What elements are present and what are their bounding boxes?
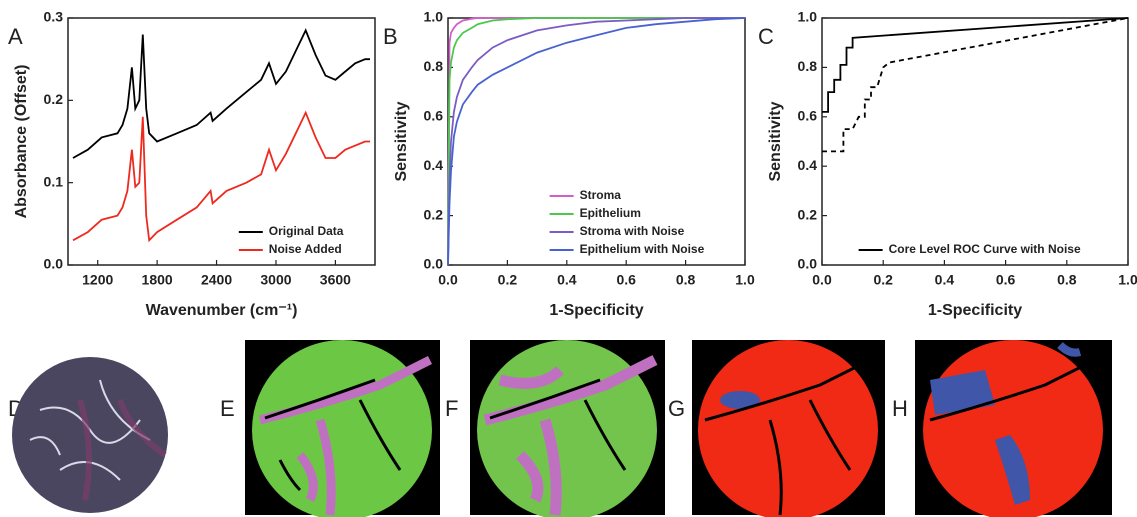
data-line	[822, 17, 1129, 113]
y-tick-label: 1.0	[798, 9, 818, 25]
x-tick-label: 1200	[82, 272, 113, 288]
y-tick-label: 0.4	[798, 157, 818, 173]
y-tick-label: 0.0	[44, 256, 64, 272]
x-tick-label: 1800	[142, 272, 173, 288]
panel-label: H	[892, 396, 908, 421]
data-line	[447, 17, 746, 266]
x-tick-label: 0.2	[873, 272, 893, 288]
y-tick-label: 0.6	[424, 108, 444, 124]
data-line	[447, 17, 745, 266]
x-tick-label: 0.0	[438, 272, 458, 288]
y-axis-label: Sensitivity	[393, 101, 410, 181]
x-tick-label: 0.4	[935, 272, 955, 288]
texture	[720, 391, 760, 409]
plot-frame	[67, 17, 376, 266]
x-tick-label: 0.6	[996, 272, 1016, 288]
texture	[929, 358, 1096, 422]
panel-label: B	[383, 24, 398, 49]
panel-label: F	[445, 396, 458, 421]
x-tick-label: 0.8	[1057, 272, 1077, 288]
x-tick-label: 0.2	[498, 272, 518, 288]
panel-label: E	[220, 396, 235, 421]
y-tick-label: 0.6	[798, 108, 818, 124]
legend-label: Noise Added	[269, 242, 342, 256]
texture	[995, 435, 1030, 505]
texture	[264, 378, 402, 492]
texture	[704, 358, 871, 516]
y-tick-label: 0.2	[424, 206, 444, 222]
tissue-core	[252, 340, 432, 517]
y-tick-label: 0.8	[798, 58, 818, 74]
x-tick-label: 0.6	[616, 272, 636, 288]
panel-label: C	[758, 24, 774, 49]
texture	[489, 378, 627, 471]
x-axis-label: Wavenumber (cm⁻¹)	[146, 302, 298, 319]
x-tick-label: 0.4	[557, 272, 577, 288]
panel-label: A	[8, 24, 23, 49]
x-tick-label: 3000	[260, 272, 291, 288]
y-tick-label: 0.3	[44, 9, 64, 25]
texture	[1057, 342, 1082, 357]
y-tick-label: 0.4	[424, 157, 444, 173]
x-axis-label: 1-Specificity	[928, 302, 1022, 319]
data-line	[822, 17, 1129, 153]
data-line	[72, 110, 370, 243]
tissue-images: D E F G H	[8, 340, 1112, 517]
y-tick-label: 0.1	[44, 173, 64, 189]
x-axis-label: 1-Specificity	[549, 302, 643, 319]
plot-frame	[821, 17, 1129, 266]
x-tick-label: 3600	[320, 272, 351, 288]
data-line	[447, 17, 745, 266]
legend-label: Core Level ROC Curve with Noise	[889, 242, 1081, 256]
y-tick-label: 0.0	[798, 256, 818, 272]
panel-label: G	[668, 396, 685, 421]
legend-label: Epithelium	[580, 206, 641, 220]
y-tick-label: 0.2	[44, 91, 64, 107]
texture	[77, 398, 167, 501]
x-tick-label: 1.0	[735, 272, 755, 288]
legend-label: Stroma	[580, 188, 622, 202]
y-tick-label: 0.2	[798, 206, 818, 222]
data-line	[72, 28, 370, 159]
y-tick-label: 0.0	[424, 256, 444, 272]
y-tick-label: 0.8	[424, 58, 444, 74]
y-tick-label: 1.0	[424, 9, 444, 25]
texture	[258, 355, 433, 516]
y-axis-label: Sensitivity	[767, 101, 784, 181]
legend-label: Original Data	[269, 224, 344, 238]
x-tick-label: 0.0	[812, 272, 832, 288]
texture	[483, 355, 658, 516]
legend-label: Epithelium with Noise	[580, 242, 705, 256]
x-tick-label: 1.0	[1118, 272, 1137, 288]
y-axis-label: Absorbance (Offset)	[13, 65, 30, 219]
tissue-core	[698, 340, 878, 517]
x-tick-label: 0.8	[676, 272, 696, 288]
legend-label: Stroma with Noise	[580, 224, 685, 238]
texture	[930, 370, 995, 415]
x-tick-label: 2400	[201, 272, 232, 288]
